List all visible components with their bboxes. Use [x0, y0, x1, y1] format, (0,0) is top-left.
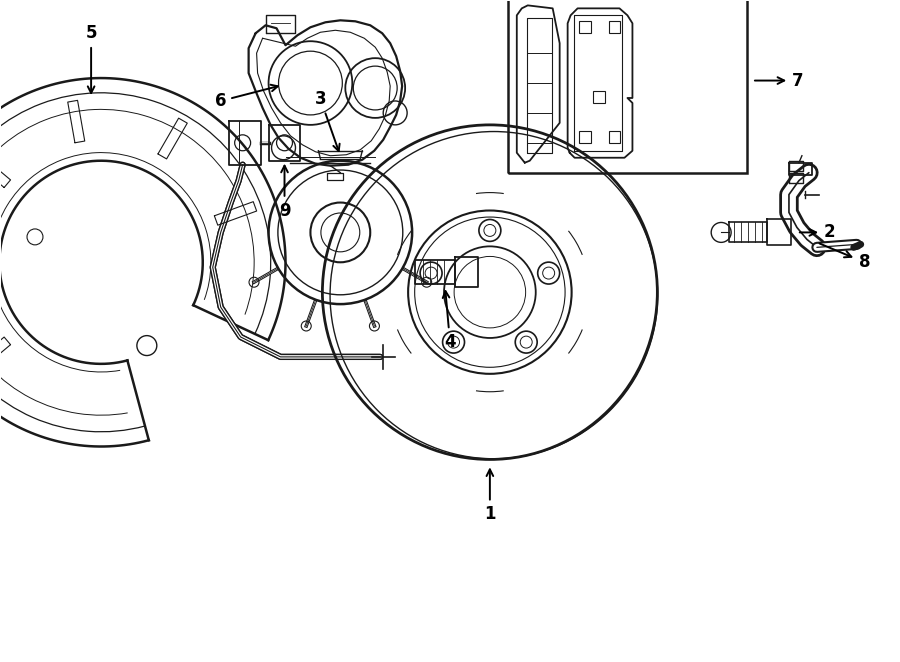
Text: 9: 9 [279, 166, 291, 220]
Bar [608, 131, 620, 143]
Text: 2: 2 [800, 223, 835, 242]
Text: 4: 4 [443, 291, 455, 351]
Bar [608, 21, 620, 33]
Bar [592, 91, 605, 103]
Bar [579, 21, 590, 33]
Bar [508, 0, 747, 173]
Text: 1: 1 [484, 469, 496, 523]
Bar [579, 131, 590, 143]
Text: 7: 7 [755, 71, 804, 89]
Text: 3: 3 [315, 90, 339, 151]
Text: 5: 5 [86, 24, 97, 93]
Text: 6: 6 [215, 85, 278, 110]
Text: 8: 8 [819, 244, 870, 271]
